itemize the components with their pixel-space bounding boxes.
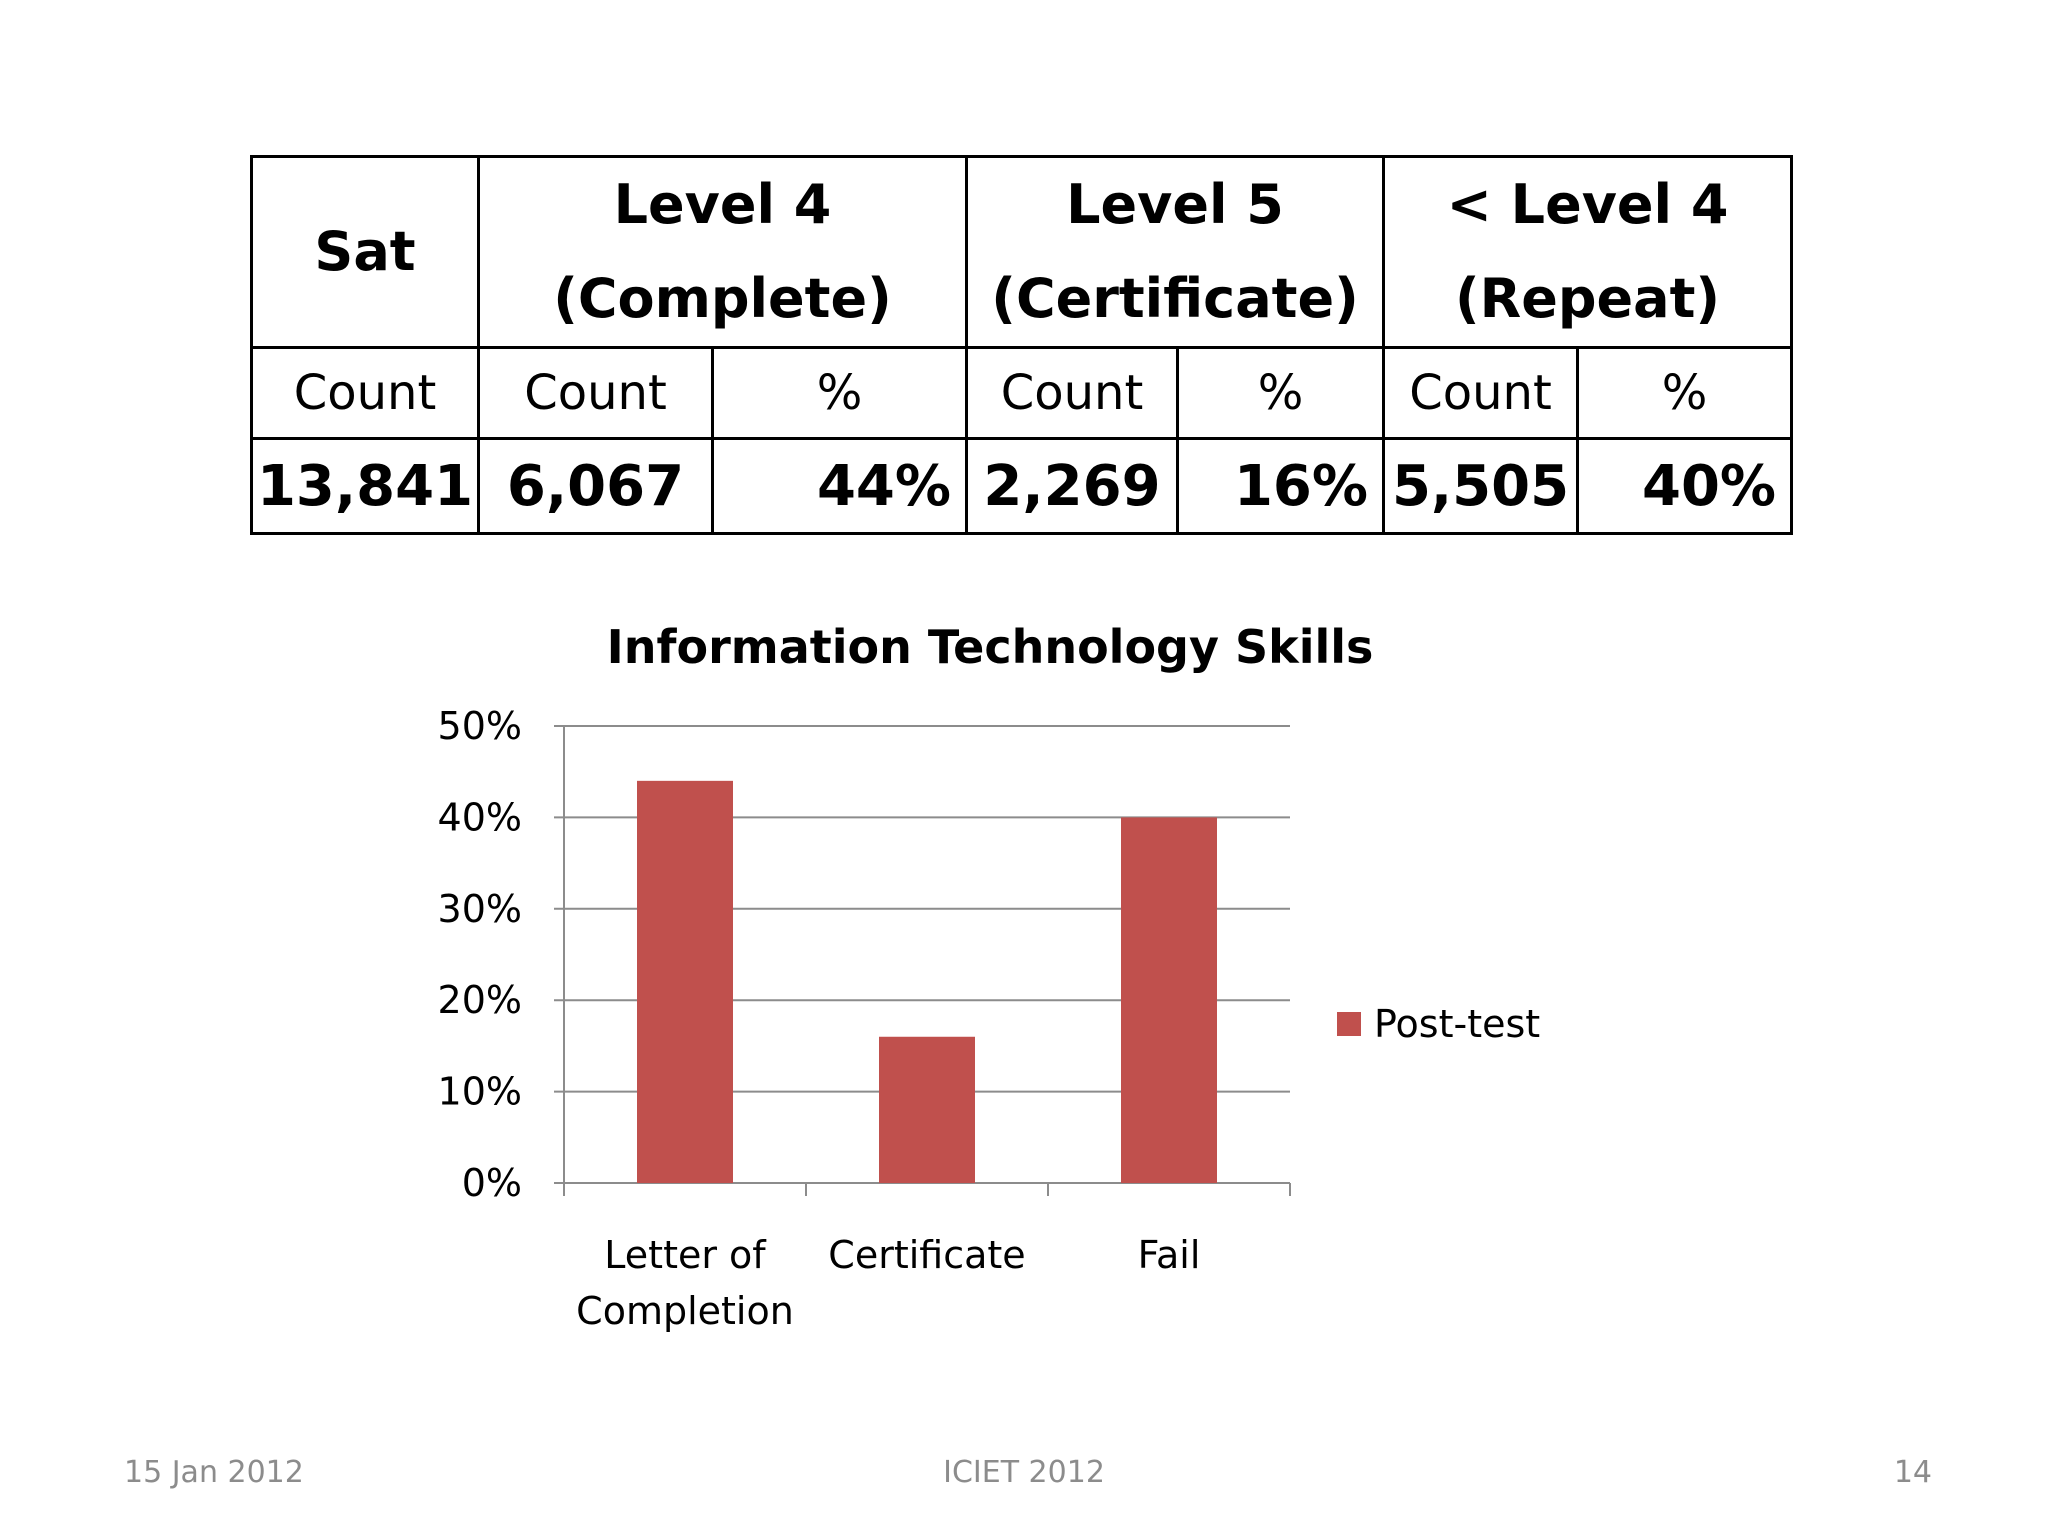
- table-row: 13,841 6,067 44% 2,269 16% 5,505 40%: [250, 437, 1794, 535]
- subheader-cell: Count: [250, 346, 480, 440]
- y-tick-label: 20%: [438, 978, 522, 1022]
- legend-swatch: [1337, 1012, 1361, 1036]
- legend-label: Post-test: [1374, 1002, 1540, 1046]
- y-tick-label: 0%: [462, 1161, 522, 1205]
- chart-title: Information Technology Skills: [606, 620, 1374, 674]
- y-tick-label: 50%: [438, 704, 522, 748]
- value-cell: 16%: [1175, 437, 1386, 535]
- subheader-cell: Count: [477, 346, 714, 440]
- value-cell: 13,841: [250, 437, 480, 535]
- bar: [879, 1036, 975, 1183]
- header-below-level4-title: < Level 4: [1446, 173, 1729, 236]
- header-level5-title: Level 5: [1066, 173, 1284, 236]
- bar: [637, 780, 733, 1183]
- header-sat: Sat: [250, 155, 480, 349]
- subheader-cell: Count: [965, 346, 1179, 440]
- x-tick-label: Certificate: [828, 1233, 1025, 1277]
- header-level4: Level 4 (Complete): [477, 155, 968, 349]
- footer-event: ICIET 2012: [943, 1455, 1105, 1490]
- header-level5: Level 5 (Certificate): [964, 155, 1386, 349]
- header-sat-label: Sat: [314, 220, 416, 283]
- bar: [1121, 817, 1217, 1183]
- subheader-cell: Count: [1382, 346, 1580, 440]
- stats-table: Sat Level 4 (Complete) Level 5 (Certific…: [250, 155, 1794, 535]
- x-tick-label: Letter of Completion: [576, 1233, 794, 1333]
- y-tick-label: 30%: [438, 887, 522, 931]
- y-tick-label: 10%: [438, 1070, 522, 1114]
- table-header-row: Sat Level 4 (Complete) Level 5 (Certific…: [250, 155, 1794, 349]
- value-cell: 5,505: [1382, 437, 1580, 535]
- header-level5-subtitle: (Certificate): [991, 267, 1359, 330]
- value-cell: 44%: [711, 437, 968, 535]
- header-below-level4-subtitle: (Repeat): [1454, 267, 1721, 330]
- table-subheader-row: Count Count % Count % Count %: [250, 346, 1794, 440]
- subheader-cell: %: [711, 346, 968, 440]
- x-tick-label: Fail: [1138, 1233, 1201, 1277]
- footer-page-number: 14: [1893, 1455, 1932, 1490]
- header-level4-subtitle: (Complete): [553, 267, 892, 330]
- header-level4-title: Level 4: [613, 173, 832, 236]
- header-below-level4: < Level 4 (Repeat): [1382, 155, 1794, 349]
- value-cell: 2,269: [965, 437, 1179, 535]
- subheader-cell: %: [1576, 346, 1794, 440]
- subheader-cell: %: [1175, 346, 1386, 440]
- value-cell: 40%: [1576, 437, 1794, 535]
- value-cell: 6,067: [477, 437, 714, 535]
- footer-date: 15 Jan 2012: [124, 1455, 304, 1490]
- y-tick-label: 40%: [438, 795, 522, 839]
